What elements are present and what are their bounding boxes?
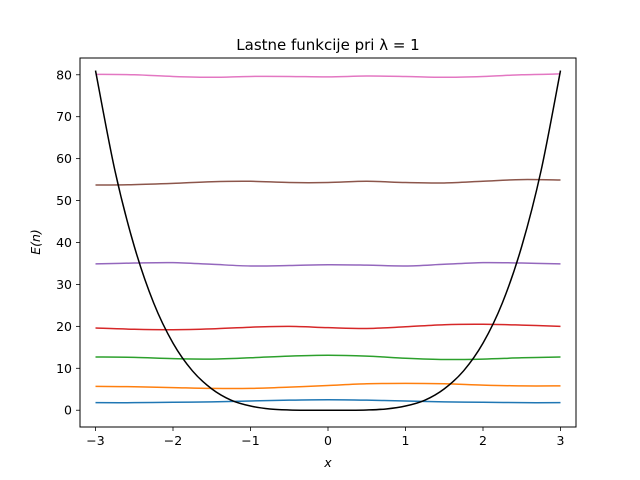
- series-line-6: [95, 178, 561, 186]
- series-line-4: [95, 323, 561, 331]
- y-tick-label: 0: [64, 403, 72, 418]
- y-axis-label: E(n): [28, 229, 43, 255]
- series-line-2: [95, 382, 561, 390]
- series-layer: [94, 70, 562, 411]
- x-tick-label: −1: [241, 433, 259, 448]
- y-tick-label: 10: [56, 361, 72, 376]
- y-tick-label: 70: [56, 109, 72, 124]
- series-line-5: [95, 261, 561, 267]
- y-tick-label: 40: [56, 235, 72, 250]
- x-axis-ticks: −3 −2 −1 0 1 2 3: [86, 427, 564, 448]
- y-tick-label: 20: [56, 319, 72, 334]
- x-tick-label: 2: [479, 433, 487, 448]
- series-line-1: [95, 398, 561, 404]
- y-tick-label: 60: [56, 151, 72, 166]
- plot-frame: [79, 57, 577, 428]
- x-tick-label: 0: [324, 433, 332, 448]
- x-tick-label: 3: [557, 433, 565, 448]
- y-tick-label: 50: [56, 193, 72, 208]
- chart-title: Lastne funkcije pri λ = 1: [236, 36, 419, 54]
- y-tick-label: 80: [56, 67, 72, 82]
- x-tick-label: 1: [402, 433, 410, 448]
- series-line-3: [95, 354, 561, 361]
- x-tick-label: −3: [86, 433, 104, 448]
- x-tick-label: −2: [164, 433, 182, 448]
- y-axis-ticks: 0 10 20 30 40 50 60 70 80: [56, 67, 80, 418]
- x-axis-label: x: [323, 455, 332, 470]
- y-tick-label: 30: [56, 277, 72, 292]
- series-line-7: [95, 73, 561, 79]
- potential-curve: [94, 70, 562, 411]
